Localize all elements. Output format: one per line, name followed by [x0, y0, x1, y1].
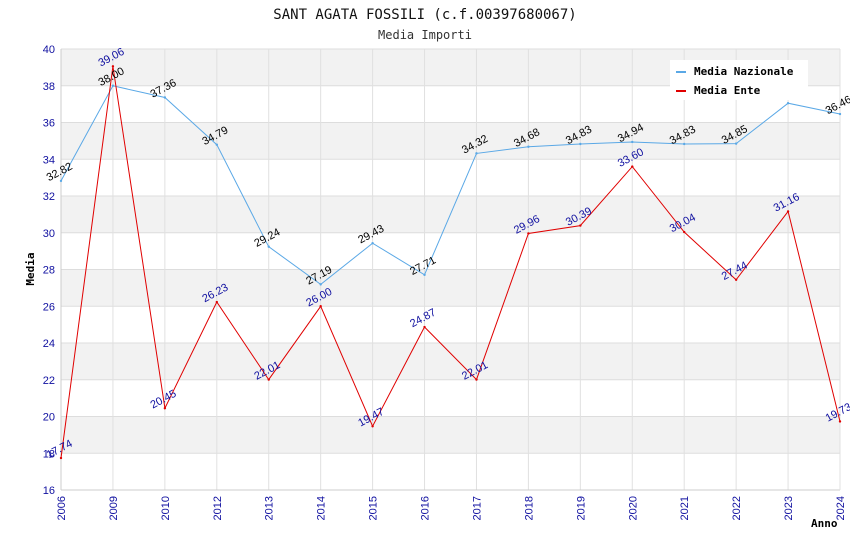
data-point-media-ente	[631, 165, 634, 168]
data-point-media-nazionale	[579, 142, 582, 146]
data-point-media-ente	[111, 65, 115, 68]
y-tick-label: 18	[43, 448, 55, 460]
data-point-media-ente	[683, 230, 686, 234]
y-tick-label: 24	[43, 338, 55, 350]
y-tick-labels: 16 18 20 22 24 26 28 30 32 34 36 38 40	[43, 44, 55, 497]
data-point-media-ente	[734, 278, 738, 281]
y-tick-label: 26	[43, 301, 55, 313]
background-band	[61, 122, 840, 160]
x-tick-label: 2019	[575, 496, 587, 520]
data-point-media-nazionale	[267, 245, 270, 248]
data-point-media-nazionale	[631, 140, 634, 144]
series-line-media-ente	[60, 66, 841, 459]
data-point-media-ente	[423, 325, 426, 329]
data-point-media-nazionale	[163, 96, 167, 99]
x-tick-labels: 2006 2009 2010 2012 2013 2014 2015 2016 2017 2018…	[56, 496, 847, 520]
y-tick-label: 28	[43, 265, 55, 277]
x-axis-label: Anno	[811, 517, 838, 530]
y-tick-label: 22	[43, 375, 55, 387]
x-tick-label: 2022	[731, 496, 743, 520]
data-point-media-ente	[786, 210, 790, 213]
data-point-media-ente	[527, 232, 530, 235]
x-tick-label: 2016	[420, 496, 432, 520]
x-tick-label: 2015	[368, 496, 380, 520]
data-point-media-nazionale	[527, 145, 530, 148]
x-tick-label: 2023	[783, 496, 795, 520]
y-tick-label: 16	[43, 485, 55, 497]
data-point-media-nazionale	[734, 142, 738, 145]
data-point-media-nazionale	[838, 112, 842, 116]
legend-label-media-nazionale: Media Nazionale	[694, 65, 794, 78]
data-point-media-ente	[371, 425, 374, 428]
y-tick-label: 36	[43, 118, 55, 130]
axes	[60, 49, 841, 491]
legend-box	[670, 60, 808, 100]
x-tick-label: 2024	[835, 496, 847, 520]
data-point-media-ente	[475, 378, 478, 381]
data-point-media-ente	[215, 300, 218, 304]
x-tick-label: 2018	[523, 496, 535, 520]
data-point-media-nazionale	[59, 179, 63, 183]
data-point-media-ente	[267, 378, 270, 381]
data-point-media-nazionale	[423, 273, 426, 277]
data-point-media-ente	[163, 407, 167, 410]
y-tick-label: 34	[43, 154, 55, 166]
x-tick-label: 2014	[316, 496, 328, 520]
data-point-media-ente	[838, 420, 842, 423]
data-point-media-nazionale	[786, 102, 790, 105]
y-tick-label: 40	[43, 44, 55, 56]
y-axis-label: Media	[24, 252, 37, 285]
x-tick-label: 2021	[679, 496, 691, 520]
x-tick-label: 2013	[264, 496, 276, 520]
x-tick-label: 2012	[212, 496, 224, 520]
data-point-media-ente	[319, 305, 322, 308]
data-point-media-nazionale	[319, 283, 322, 286]
legend: Media Nazionale Media Ente	[670, 60, 808, 100]
y-tick-label: 32	[43, 191, 55, 203]
chart-subtitle: Media Importi	[378, 28, 472, 42]
x-tick-label: 2010	[160, 496, 172, 520]
data-point-media-nazionale	[215, 143, 218, 146]
series-line-media-nazionale	[60, 85, 841, 286]
background-band	[61, 269, 840, 307]
background-band	[61, 343, 840, 380]
data-point-media-nazionale	[683, 142, 686, 146]
background-bands	[61, 49, 840, 454]
x-tick-label: 2020	[627, 496, 639, 520]
data-point-media-ente	[59, 456, 63, 460]
x-tick-label: 2017	[471, 496, 483, 520]
data-point-media-nazionale	[111, 84, 115, 87]
legend-label-media-ente: Media Ente	[694, 84, 761, 97]
series-lines	[59, 65, 842, 460]
data-point-media-nazionale	[371, 242, 374, 245]
data-point-media-nazionale	[475, 152, 478, 155]
y-tick-label: 30	[43, 228, 55, 240]
data-point-media-ente	[579, 224, 582, 227]
y-tick-label: 38	[43, 81, 55, 93]
background-band	[61, 416, 840, 454]
chart-title: SANT AGATA FOSSILI (c.f.00397680067)	[273, 7, 576, 23]
x-tick-label: 2009	[108, 496, 120, 520]
x-tick-label: 2006	[56, 496, 68, 520]
y-tick-label: 20	[43, 412, 55, 424]
